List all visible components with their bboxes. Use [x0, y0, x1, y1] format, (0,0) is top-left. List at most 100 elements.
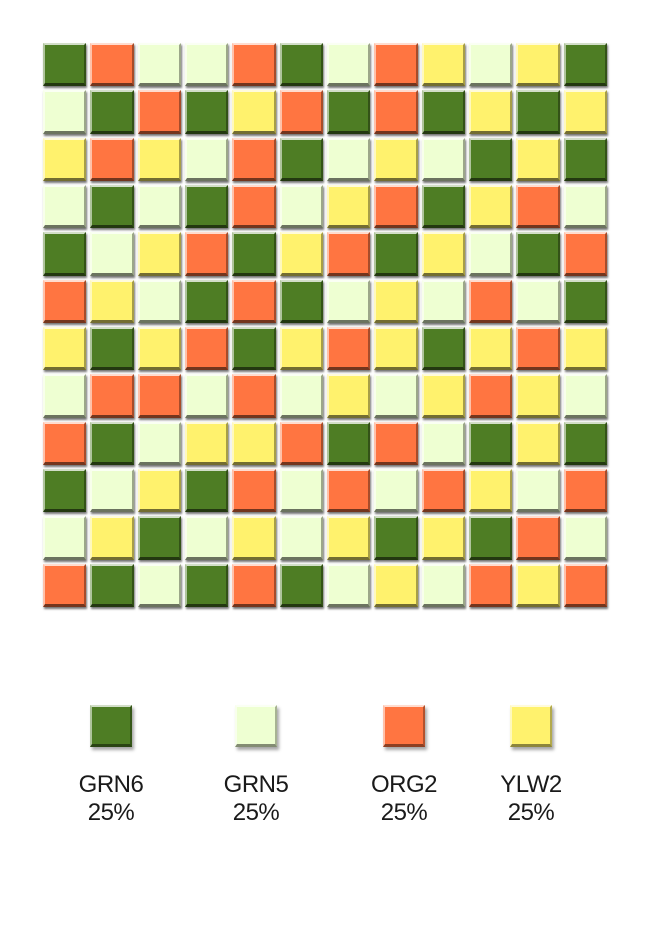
mosaic-tile: [468, 184, 513, 229]
mosaic-tile: [326, 468, 371, 513]
mosaic-tile: [563, 468, 607, 513]
mosaic-tile: [468, 43, 513, 87]
mosaic-tile: [279, 516, 323, 560]
mosaic-tile: [43, 516, 87, 560]
mosaic-tile: [516, 326, 560, 371]
mosaic-tile: [43, 43, 87, 87]
mosaic-tile: [468, 563, 513, 607]
mosaic-tile: [184, 184, 229, 229]
mosaic-tile: [43, 184, 87, 229]
mosaic-tile: [279, 279, 323, 323]
mosaic-tile: [516, 468, 560, 513]
mosaic-tile: [516, 43, 560, 87]
mosaic-tile: [232, 232, 276, 276]
mosaic-tile: [232, 279, 276, 323]
mosaic-tile: [90, 232, 134, 276]
mosaic-tile: [232, 421, 276, 465]
mosaic-tile: [232, 137, 276, 181]
legend-swatch: [510, 705, 552, 747]
legend-swatch: [90, 705, 132, 747]
mosaic-tile: [43, 468, 87, 513]
mosaic-tile: [421, 137, 465, 181]
mosaic-tile: [137, 137, 181, 181]
mosaic-tile: [90, 184, 134, 229]
mosaic-tile: [563, 43, 607, 87]
mosaic-tile: [43, 90, 87, 134]
mosaic-tile: [468, 326, 513, 371]
mosaic-tile: [516, 279, 560, 323]
mosaic-tile: [90, 279, 134, 323]
mosaic-tile: [468, 137, 513, 181]
legend-code: YLW2: [500, 771, 562, 798]
mosaic-tile: [563, 326, 607, 371]
mosaic-tile: [516, 232, 560, 276]
mosaic-tile: [90, 90, 134, 134]
mosaic-tile: [90, 516, 134, 560]
legend-percent: 25%: [380, 799, 428, 826]
mosaic-tile: [232, 43, 276, 87]
mosaic-tile: [563, 516, 607, 560]
mosaic-tile: [279, 90, 323, 134]
mosaic-tile: [232, 563, 276, 607]
legend-code: ORG2: [370, 771, 438, 798]
mosaic-tile: [184, 43, 229, 87]
mosaic-tile: [184, 468, 229, 513]
mosaic-tile: [326, 374, 371, 418]
mosaic-tile: [43, 232, 87, 276]
mosaic-tile: [374, 43, 418, 87]
mosaic-tile: [516, 90, 560, 134]
mosaic-tile: [43, 374, 87, 418]
mosaic-tile: [90, 421, 134, 465]
mosaic-tile: [43, 421, 87, 465]
mosaic-tile: [326, 279, 371, 323]
mosaic-tile: [374, 232, 418, 276]
mosaic-tile: [326, 43, 371, 87]
mosaic-tile: [326, 516, 371, 560]
mosaic-tile: [326, 232, 371, 276]
mosaic-tile: [421, 374, 465, 418]
mosaic-tile: [374, 279, 418, 323]
mosaic-tile: [421, 326, 465, 371]
mosaic-tile: [516, 137, 560, 181]
legend-code: GRN6: [78, 771, 144, 798]
mosaic-tile: [374, 563, 418, 607]
mosaic-tile: [421, 468, 465, 513]
mosaic-tile: [421, 516, 465, 560]
mosaic-tile: [137, 90, 181, 134]
mosaic-tile: [279, 326, 323, 371]
color-legend: GRN6 25% GRN5 25% ORG2 25% YLW2 25%: [0, 705, 649, 845]
mosaic-tile: [184, 563, 229, 607]
mosaic-tile: [184, 374, 229, 418]
mosaic-tile: [374, 374, 418, 418]
mosaic-tile: [232, 374, 276, 418]
legend-swatch: [383, 705, 425, 747]
mosaic-tile: [516, 421, 560, 465]
mosaic-tile: [279, 421, 323, 465]
mosaic-tile: [184, 516, 229, 560]
mosaic-tile: [137, 563, 181, 607]
mosaic-tile: [374, 326, 418, 371]
mosaic-tile: [279, 563, 323, 607]
mosaic-tile: [516, 563, 560, 607]
mosaic-tile: [326, 421, 371, 465]
mosaic-tile: [43, 137, 87, 181]
mosaic-tile: [90, 43, 134, 87]
mosaic-tile: [374, 468, 418, 513]
mosaic-tile: [326, 563, 371, 607]
mosaic-tile: [137, 421, 181, 465]
mosaic-tile: [90, 468, 134, 513]
mosaic-tile: [374, 421, 418, 465]
legend-item-org2: ORG2 25%: [344, 705, 464, 827]
mosaic-tile: [43, 563, 87, 607]
mosaic-tile: [421, 563, 465, 607]
legend-percent: 25%: [232, 799, 280, 826]
mosaic-tile: [374, 137, 418, 181]
mosaic-tile: [184, 232, 229, 276]
mosaic-tile: [90, 563, 134, 607]
mosaic-tile: [137, 279, 181, 323]
mosaic-tile: [137, 184, 181, 229]
mosaic-tile: [279, 374, 323, 418]
mosaic-tile: [326, 137, 371, 181]
mosaic-tile: [563, 137, 607, 181]
mosaic-tile: [90, 137, 134, 181]
